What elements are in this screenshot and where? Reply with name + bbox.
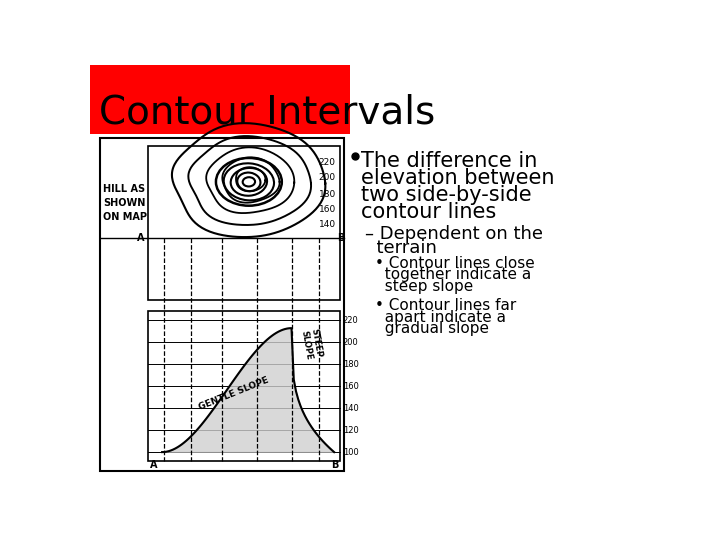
Text: 140: 140: [319, 220, 336, 230]
Text: 160: 160: [319, 205, 336, 214]
Text: A: A: [150, 460, 158, 469]
Text: steep slope: steep slope: [375, 279, 474, 294]
Text: • Contour lines far: • Contour lines far: [375, 298, 516, 313]
Text: 200: 200: [319, 173, 336, 183]
Text: HILL AS
SHOWN
ON MAP: HILL AS SHOWN ON MAP: [103, 184, 147, 222]
Text: 140: 140: [343, 404, 359, 413]
Text: 160: 160: [343, 382, 359, 391]
Text: 100: 100: [343, 448, 359, 457]
Text: apart indicate a: apart indicate a: [375, 309, 506, 325]
Bar: [100, 138, 344, 470]
Text: two side-by-side: two side-by-side: [361, 185, 532, 205]
Bar: [90, 65, 350, 134]
Text: 120: 120: [343, 426, 359, 435]
Bar: [148, 311, 341, 461]
Text: 180: 180: [319, 190, 336, 199]
Text: gradual slope: gradual slope: [375, 321, 489, 336]
Text: B: B: [337, 233, 344, 243]
Text: STEEP
SLOPE: STEEP SLOPE: [300, 328, 323, 361]
Bar: [148, 146, 341, 300]
Text: The difference in: The difference in: [361, 151, 538, 171]
Text: elevation between: elevation between: [361, 168, 554, 188]
Text: Contour Intervals: Contour Intervals: [99, 93, 436, 132]
Text: contour lines: contour lines: [361, 202, 497, 222]
Text: B: B: [330, 460, 338, 469]
Text: together indicate a: together indicate a: [375, 267, 531, 282]
Polygon shape: [162, 328, 334, 452]
Text: 220: 220: [319, 158, 336, 167]
Text: terrain: terrain: [365, 239, 437, 257]
Text: • Contour lines close: • Contour lines close: [375, 256, 535, 271]
Text: A: A: [137, 233, 144, 243]
Text: – Dependent on the: – Dependent on the: [365, 225, 543, 243]
Text: 180: 180: [343, 360, 359, 369]
Text: GENTLE SLOPE: GENTLE SLOPE: [197, 375, 269, 412]
Text: 220: 220: [343, 316, 359, 325]
Text: 200: 200: [343, 338, 359, 347]
